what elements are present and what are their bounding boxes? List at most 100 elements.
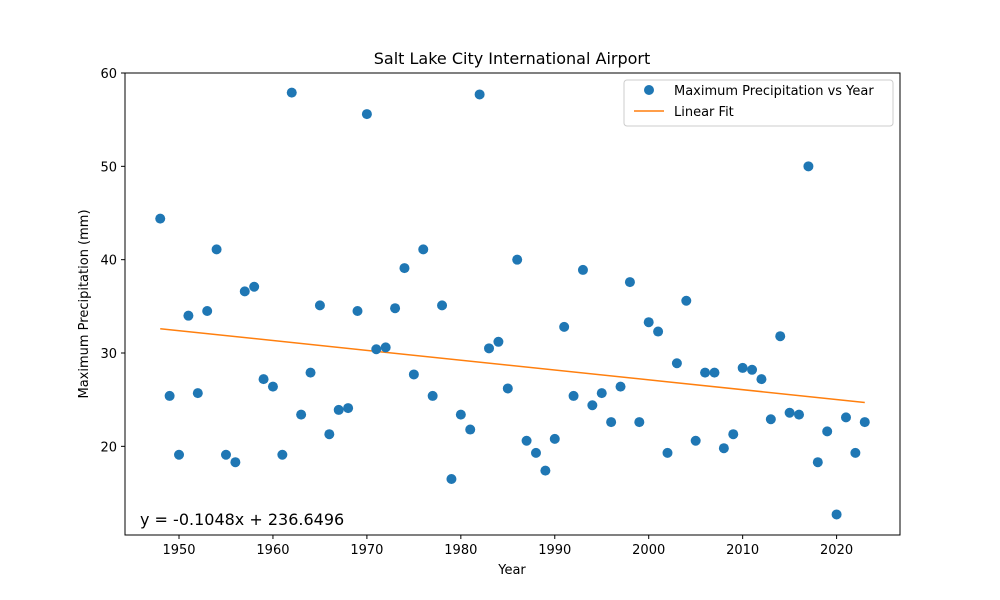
data-point — [671, 358, 682, 369]
data-point — [803, 161, 814, 172]
data-point — [812, 457, 823, 468]
data-point — [437, 300, 448, 311]
x-tick-label: 1960 — [256, 543, 289, 558]
x-tick-label: 2020 — [820, 543, 853, 558]
y-axis-ticks: 20 30 40 50 60 — [100, 67, 125, 455]
data-point — [484, 343, 495, 354]
data-point — [681, 295, 692, 306]
data-point — [756, 374, 767, 385]
x-tick-label: 2010 — [726, 543, 759, 558]
data-point — [267, 381, 278, 392]
data-point — [474, 89, 485, 100]
data-point — [653, 326, 664, 337]
x-tick-label: 1980 — [444, 543, 477, 558]
data-point — [183, 310, 194, 321]
data-point — [794, 409, 805, 420]
legend-label-scatter: Maximum Precipitation vs Year — [674, 84, 874, 99]
data-point — [446, 474, 457, 484]
data-point — [662, 447, 673, 458]
data-point — [540, 465, 551, 476]
y-tick-label: 40 — [100, 254, 117, 269]
data-point — [549, 433, 560, 444]
plot-frame — [124, 72, 901, 536]
legend: Maximum Precipitation vs Year Linear Fit — [623, 79, 894, 127]
data-point — [530, 447, 541, 458]
data-point — [568, 390, 579, 401]
y-tick-label: 30 — [100, 347, 117, 362]
data-point — [831, 509, 842, 520]
data-point — [559, 321, 570, 332]
legend-label-fit: Linear Fit — [674, 105, 734, 120]
data-point — [286, 87, 297, 98]
data-point — [202, 306, 213, 316]
data-point — [822, 426, 833, 437]
data-point — [606, 417, 617, 428]
data-point — [380, 342, 391, 353]
data-point — [718, 443, 729, 454]
data-point — [521, 435, 532, 446]
data-point — [700, 367, 711, 378]
data-point — [737, 362, 748, 373]
regression-equation: y = -0.1048x + 236.6496 — [140, 510, 344, 529]
data-point — [465, 424, 476, 435]
fit-line-layer — [160, 327, 865, 404]
y-tick-label: 60 — [100, 67, 117, 82]
data-point — [850, 447, 861, 458]
data-point — [249, 281, 260, 292]
data-point — [230, 457, 241, 468]
data-point — [314, 300, 325, 311]
legend-box — [623, 79, 894, 127]
data-point — [220, 449, 231, 460]
x-tick-label: 2000 — [632, 543, 665, 558]
data-point — [352, 306, 363, 316]
data-point — [408, 369, 419, 380]
data-point — [577, 264, 588, 275]
chart-title: Salt Lake City International Airport — [374, 49, 651, 68]
x-axis-ticks: 1950 1960 1970 1980 1990 2000 2010 2020 — [162, 535, 853, 558]
data-point — [258, 374, 269, 385]
data-point — [361, 109, 372, 120]
data-point — [840, 412, 851, 423]
data-point — [371, 344, 382, 355]
data-point — [333, 404, 344, 415]
data-point — [455, 409, 466, 420]
data-point — [615, 381, 626, 392]
data-point — [164, 390, 175, 401]
data-point — [775, 331, 786, 342]
data-point — [296, 409, 307, 420]
data-point — [343, 403, 354, 414]
data-point — [493, 336, 504, 347]
plot-area — [124, 72, 901, 536]
data-point — [324, 429, 335, 440]
data-point — [427, 390, 438, 401]
data-point — [239, 286, 250, 297]
legend-scatter-marker — [644, 85, 654, 95]
data-point — [587, 400, 598, 411]
data-point — [596, 388, 607, 399]
data-point — [390, 303, 401, 314]
data-point — [859, 417, 870, 428]
fit-line — [160, 327, 865, 404]
scatter-points-layer — [155, 87, 870, 520]
data-point — [305, 367, 316, 378]
data-point — [690, 435, 701, 446]
x-axis-label: Year — [497, 563, 526, 578]
data-point — [709, 367, 720, 378]
data-point — [728, 429, 739, 440]
data-point — [399, 263, 410, 274]
data-point — [502, 383, 513, 394]
data-point — [643, 317, 654, 328]
data-point — [634, 417, 645, 428]
data-point — [765, 414, 776, 425]
data-point — [174, 449, 185, 460]
data-point — [277, 449, 288, 460]
data-point — [192, 388, 203, 399]
x-tick-label: 1970 — [350, 543, 383, 558]
y-axis-label: Maximum Precipitation (mm) — [77, 209, 92, 398]
y-tick-label: 20 — [100, 440, 117, 455]
data-point — [418, 244, 429, 255]
data-point — [784, 407, 795, 418]
data-point — [624, 277, 635, 288]
data-point — [747, 364, 758, 375]
